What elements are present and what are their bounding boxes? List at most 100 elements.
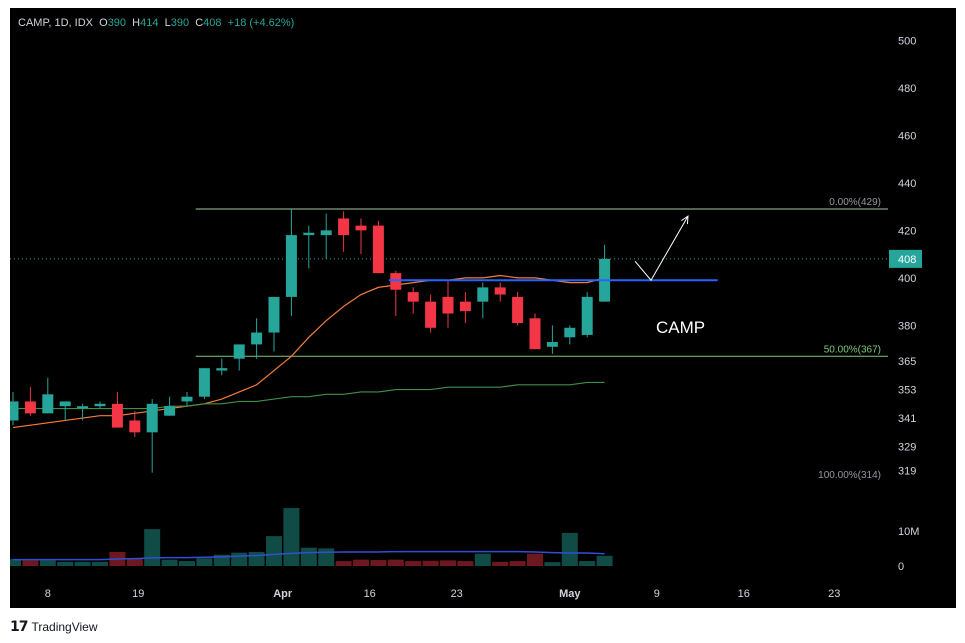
price-tick-label: 500 [898, 35, 916, 47]
close-label: C [195, 17, 204, 29]
price-tick-label: 365 [898, 356, 916, 368]
candle-body [477, 287, 489, 302]
volume-bar [387, 559, 404, 566]
tradingview-logo-icon[interactable]: 17 [10, 619, 29, 635]
volume-bar [57, 561, 74, 566]
time-tick-label: 9 [654, 588, 660, 600]
candle-body [94, 403, 106, 407]
last-price-label: 408 [898, 254, 916, 266]
candle-body [320, 230, 332, 236]
candle-body [24, 401, 36, 414]
price-tick-label: 341 [898, 413, 916, 425]
volume-bar [213, 554, 230, 566]
candle-body [10, 401, 19, 421]
low-value: 390 [170, 17, 190, 29]
time-tick-label: 23 [828, 588, 840, 600]
time-tick-label: 19 [132, 588, 144, 600]
close-value: 408 [203, 17, 222, 29]
fib-level-label: 100.00%(314) [818, 470, 881, 481]
volume-bar [405, 561, 422, 566]
candle-body [581, 296, 593, 335]
volume-bar [561, 532, 578, 566]
volume-bar [527, 553, 543, 566]
high-label: H [132, 17, 141, 29]
volume-bar [248, 551, 265, 566]
time-tick-label: 16 [364, 588, 376, 600]
price-tick-label: 440 [898, 178, 916, 190]
chart-area[interactable]: 0.00%(429) 50.00%(367) 100.00%(314) CAMP 5… [10, 8, 956, 608]
ohlc-legend: CAMP, 1D, IDX O390 H414 L390 C408 +18 (+… [18, 17, 294, 29]
price-tick-label: 329 [898, 442, 916, 454]
volume-bar [231, 552, 248, 566]
candle-body [111, 403, 123, 428]
volume-bar [318, 548, 335, 566]
tradingview-brand[interactable]: TradingView [31, 620, 98, 634]
arrow-head-icon [681, 215, 689, 225]
candle-body [459, 301, 471, 312]
footer: 17 TradingView [10, 618, 98, 636]
candle-body [59, 401, 71, 407]
volume-bar [179, 561, 195, 566]
symbol-label: CAMP, 1D, IDX [18, 17, 93, 29]
volume-bar [196, 558, 213, 566]
volume-bar [74, 561, 91, 566]
candle-body [77, 406, 89, 409]
volume-bar [92, 561, 108, 566]
volume-bar [440, 560, 456, 566]
candle-body [407, 292, 419, 302]
price-tick-label: 319 [898, 465, 916, 477]
volume-bar [544, 562, 561, 566]
volume-bar [144, 529, 161, 566]
candle-body [425, 301, 437, 328]
volume-bar [126, 558, 143, 566]
open-label: O [99, 17, 108, 29]
price-tick-label: 353 [898, 385, 916, 397]
price-tick-label: 420 [898, 225, 916, 237]
volume-bar [509, 561, 526, 566]
price-tick-label: 480 [898, 83, 916, 95]
volume-bar [335, 561, 352, 566]
candle-body [164, 406, 176, 416]
volume-bar [492, 561, 509, 566]
volume-bar [10, 558, 21, 566]
price-chart[interactable]: 0.00%(429) 50.00%(367) 100.00%(314) CAMP 5… [10, 8, 956, 608]
fib-level-label: 50.00%(367) [824, 344, 881, 355]
candle-body [233, 344, 245, 359]
volume-bar [422, 560, 439, 566]
volume-bar [370, 560, 387, 566]
candle-body [251, 332, 263, 345]
volume-bar [474, 553, 491, 566]
volume-bar [300, 547, 317, 566]
price-tick-label: 380 [898, 320, 916, 332]
volume-tick-label: 0 [898, 561, 904, 573]
candle-body [146, 403, 158, 433]
volume-bar [161, 559, 178, 566]
candle-body [268, 296, 280, 333]
price-tick-label: 400 [898, 273, 916, 285]
last-price-tag [889, 249, 922, 268]
candle-body [285, 235, 297, 297]
candle-body [442, 296, 454, 314]
volume-bar [266, 536, 282, 566]
ma-fast-line [12, 274, 605, 429]
time-tick-label: 23 [451, 588, 463, 600]
time-tick-label: 8 [45, 588, 51, 600]
projection-arrow [634, 215, 689, 282]
candle-body [129, 420, 141, 433]
time-tick-label: Apr [273, 588, 293, 600]
volume-bar [353, 559, 369, 566]
candle-body [546, 342, 558, 347]
candle-body [529, 318, 541, 350]
volume-bar [579, 561, 596, 566]
high-value: 414 [140, 17, 159, 29]
volume-bar [22, 560, 39, 566]
volume-bar [457, 561, 474, 566]
time-tick-label: May [559, 588, 581, 600]
time-tick-label: 16 [738, 588, 750, 600]
candle-body [338, 218, 350, 236]
volume-bar [39, 560, 56, 566]
volume-bar [283, 508, 300, 566]
candle-body [512, 296, 524, 324]
ma-slow-line [13, 381, 605, 410]
open-value: 390 [107, 17, 127, 29]
